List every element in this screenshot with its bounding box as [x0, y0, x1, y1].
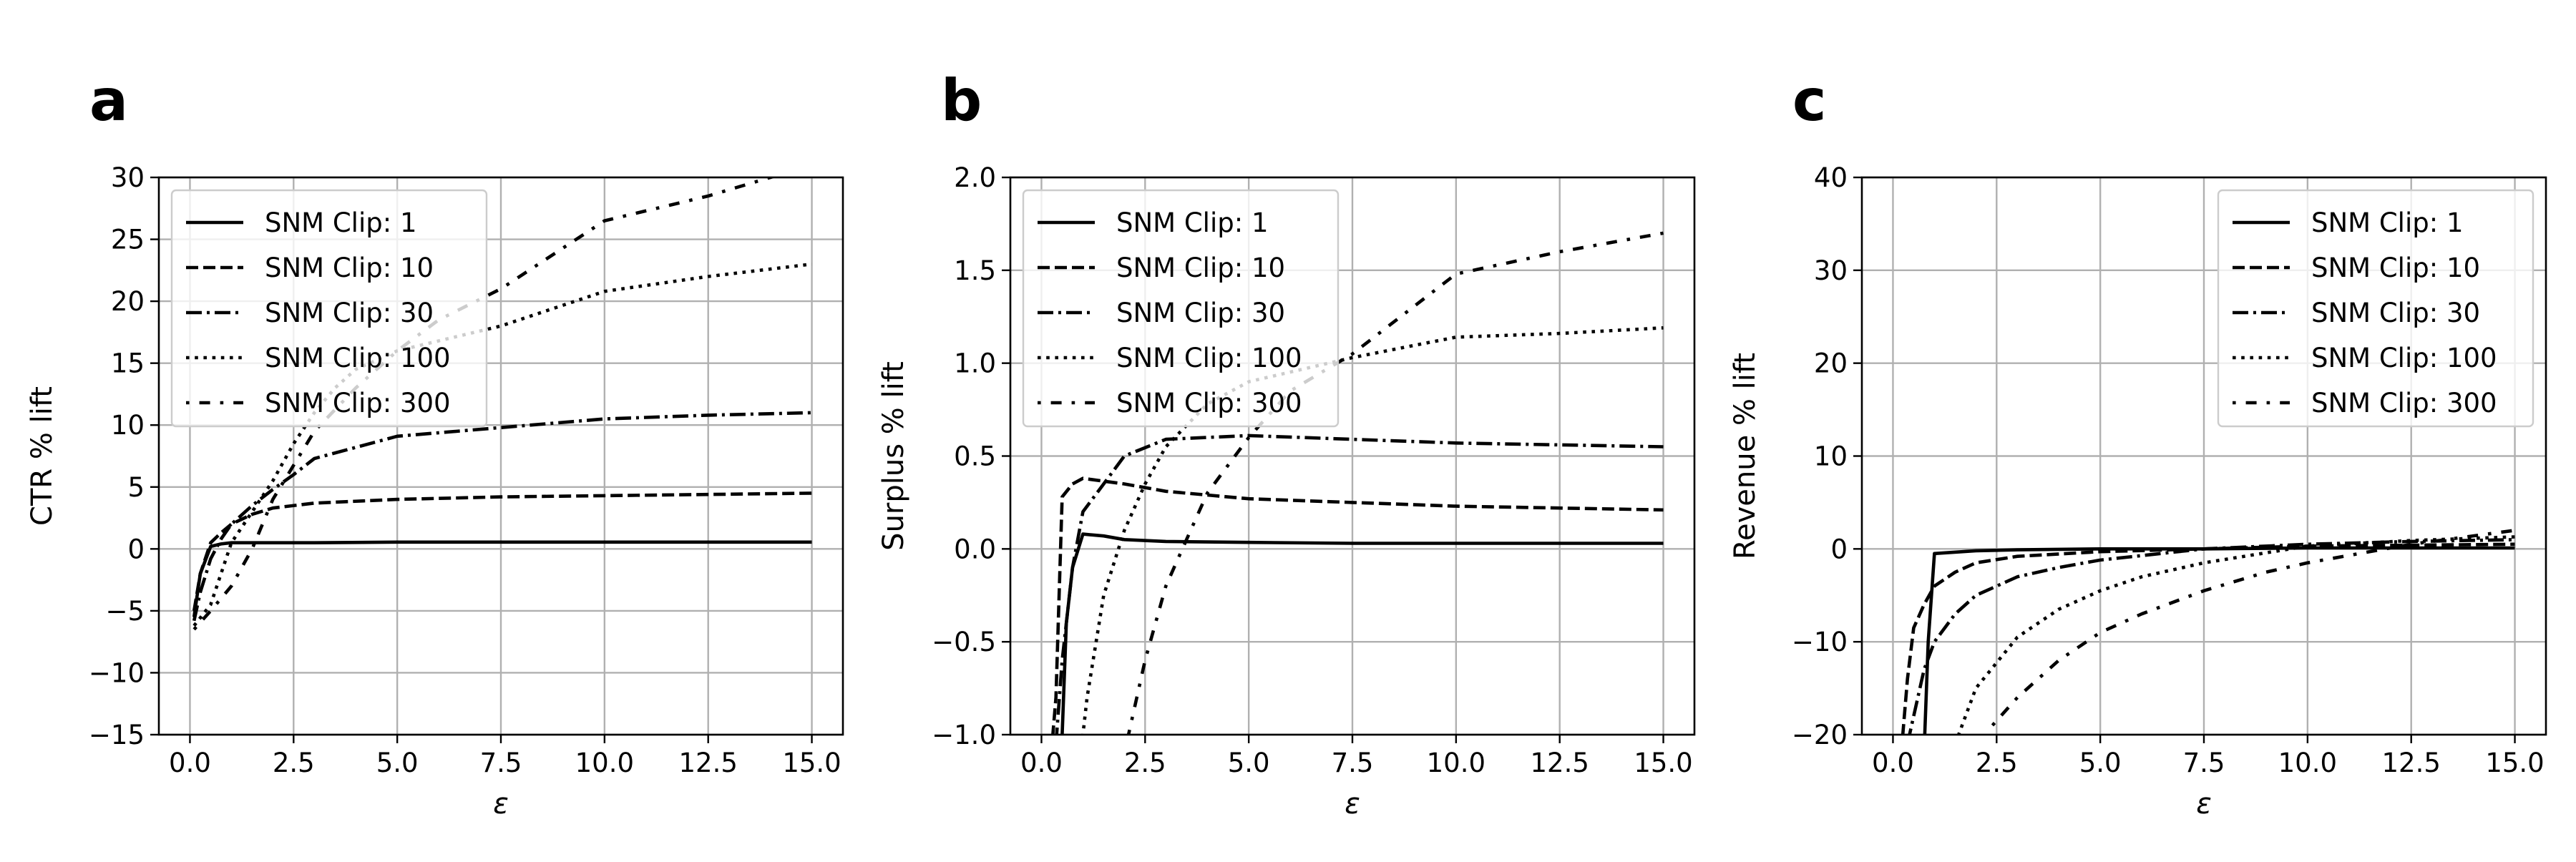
x-tick-label: 15.0 [1634, 748, 1692, 778]
y-tick-label: −1.0 [932, 720, 996, 750]
panel-letter-a: a [89, 67, 128, 134]
y-tick-label: 5 [127, 472, 145, 503]
legend-a: SNM Clip: 1 SNM Clip: 10 SNM Clip: 30 SNM C… [170, 189, 488, 428]
series-layer-c [1901, 529, 2515, 735]
legend-c: SNM Clip: 1 SNM Clip: 10 SNM Clip: 30 SNM C… [2217, 189, 2534, 428]
y-tick-label: 10 [1814, 441, 1848, 472]
legend-frame [170, 189, 488, 428]
x-tick-label: 7.5 [480, 748, 522, 778]
x-tick-label: 12.5 [2382, 748, 2441, 778]
y-tick-label: 25 [111, 225, 145, 255]
x-tick-label: 7.5 [1332, 748, 1374, 778]
x-tick-label: 12.5 [1531, 748, 1589, 778]
x-tick-label: 5.0 [376, 748, 419, 778]
legend-label: SNM Clip: 1 [265, 207, 417, 238]
legend-label: SNM Clip: 10 [1116, 253, 1285, 283]
x-tick-label: 2.5 [1976, 748, 2018, 778]
series-line-clip-300 [1126, 231, 1664, 735]
y-tick-label: 0.0 [954, 534, 996, 564]
x-axis-label-a: ε [493, 788, 509, 821]
x-tick-label: 15.0 [2485, 748, 2544, 778]
legend-label: SNM Clip: 100 [265, 343, 451, 373]
y-tick-label: 30 [111, 162, 145, 193]
y-tick-label: 0 [1830, 534, 1848, 564]
legend-label: SNM Clip: 30 [265, 298, 434, 328]
series-line-clip-1 [1060, 532, 1664, 735]
x-tick-label: 0.0 [169, 748, 211, 778]
series-line-clip-10 [1051, 476, 1664, 735]
y-tick-label: −0.5 [932, 627, 996, 657]
legend-b: SNM Clip: 1 SNM Clip: 10 SNM Clip: 30 SNM C… [1022, 189, 1340, 428]
legend-label: SNM Clip: 1 [1116, 207, 1269, 238]
legend-label: SNM Clip: 10 [2311, 253, 2480, 283]
ticks-b: 0.0 2.5 5.0 7.5 10.0 12.5 15.0 −1.0 −0.5 0.0 0.5 1.… [932, 162, 1693, 778]
legend-label: SNM Clip: 30 [2311, 298, 2480, 328]
x-tick-label: 15.0 [782, 748, 841, 778]
x-tick-label: 7.5 [2183, 748, 2225, 778]
y-tick-label: −15 [89, 720, 145, 750]
x-tick-label: 2.5 [1124, 748, 1166, 778]
y-tick-label: 40 [1814, 162, 1848, 193]
panel-c: c 0.0 2.5 5.0 7.5 10.0 12.5 15.0 −20 −10 0 10 20 30 4… [1729, 67, 2547, 821]
y-axis-label-c: Revenue % lift [1729, 353, 1762, 559]
y-tick-label: 10 [111, 410, 145, 441]
y-tick-label: 20 [1814, 348, 1848, 379]
legend-label: SNM Clip: 300 [1116, 388, 1302, 418]
y-tick-label: 15 [111, 348, 145, 379]
panel-letter-c: c [1792, 67, 1826, 134]
x-tick-label: 10.0 [1427, 748, 1485, 778]
legend-label: SNM Clip: 300 [265, 388, 451, 418]
y-tick-label: −10 [1792, 627, 1848, 657]
legend-label: SNM Clip: 100 [2311, 343, 2497, 373]
legend-label: SNM Clip: 10 [265, 253, 434, 283]
x-tick-label: 12.5 [679, 748, 738, 778]
y-tick-label: 2.0 [954, 162, 996, 193]
y-tick-label: 1.5 [954, 255, 996, 286]
panel-letter-b: b [941, 67, 982, 134]
x-tick-label: 5.0 [1228, 748, 1270, 778]
y-tick-label: −10 [89, 657, 145, 688]
panel-b: b 0.0 2.5 5.0 7.5 10.0 12.5 15.0 −1.0 −0.5 0.0 0.5… [877, 67, 1696, 821]
series-line-clip-10 [192, 491, 812, 612]
legend-label: SNM Clip: 300 [2311, 388, 2497, 418]
panel-a: a 0.0 2.5 5.0 7.5 10.0 12.5 15.0 −15 −10 −5 0 5 10 15… [26, 67, 844, 821]
series-line-clip-1 [192, 540, 812, 617]
series-line-clip-30 [1055, 434, 1664, 735]
series-line-clip-1 [1923, 546, 2515, 735]
series-line-clip-300 [1991, 529, 2515, 727]
legend-label: SNM Clip: 1 [2311, 207, 2464, 238]
series-line-clip-30 [1908, 538, 2515, 735]
x-tick-label: 0.0 [1020, 748, 1063, 778]
y-tick-label: 20 [111, 286, 145, 317]
y-tick-label: −20 [1792, 720, 1848, 750]
ticks-a: 0.0 2.5 5.0 7.5 10.0 12.5 15.0 −15 −10 −5 0 5 10 15 20… [89, 162, 841, 778]
legend-label: SNM Clip: 30 [1116, 298, 1285, 328]
y-axis-label-a: CTR % lift [26, 386, 59, 526]
y-axis-label-b: Surplus % lift [877, 361, 910, 551]
legend-frame [1022, 189, 1340, 428]
x-axis-label-b: ε [1345, 788, 1360, 821]
x-tick-label: 0.0 [1872, 748, 1914, 778]
x-axis-label-c: ε [2196, 788, 2212, 821]
x-tick-label: 10.0 [575, 748, 634, 778]
x-tick-label: 5.0 [2079, 748, 2122, 778]
legend-label: SNM Clip: 100 [1116, 343, 1302, 373]
y-tick-label: 0.5 [954, 441, 996, 472]
series-line-clip-30 [192, 411, 812, 622]
y-tick-label: 1.0 [954, 348, 996, 379]
y-tick-label: 30 [1814, 255, 1848, 286]
x-tick-label: 10.0 [2278, 748, 2337, 778]
y-tick-label: −5 [105, 596, 145, 627]
legend-frame [2217, 189, 2534, 428]
ticks-c: 0.0 2.5 5.0 7.5 10.0 12.5 15.0 −20 −10 0 10 20 30 40 [1792, 162, 2545, 778]
series-line-clip-10 [1901, 542, 2515, 735]
x-tick-label: 2.5 [273, 748, 315, 778]
y-tick-label: 0 [127, 534, 145, 564]
